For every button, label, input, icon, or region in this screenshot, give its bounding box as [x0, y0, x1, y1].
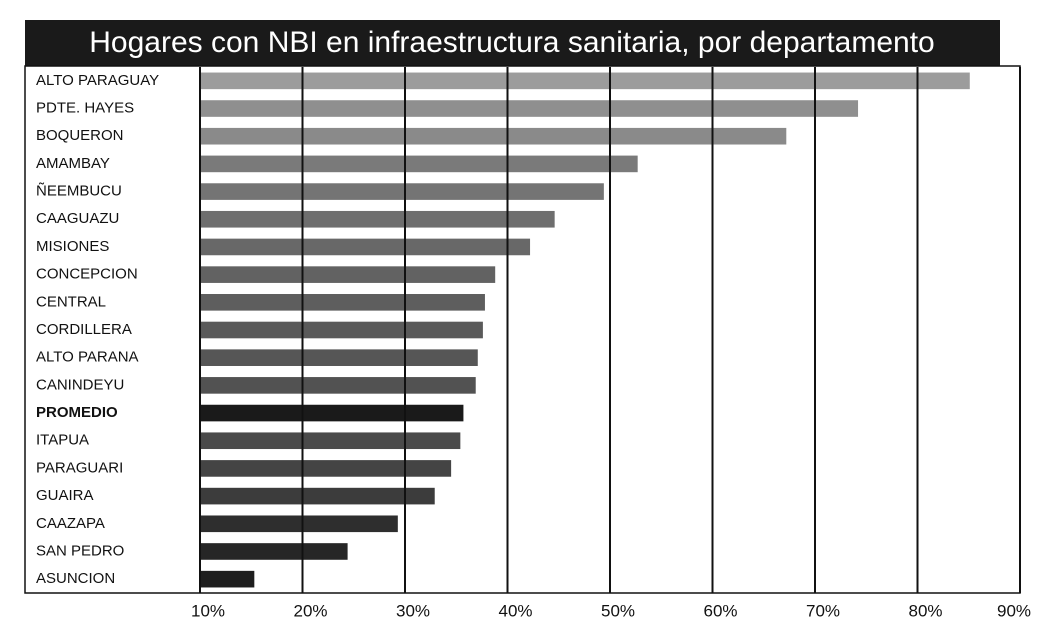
bar — [200, 404, 464, 422]
category-label: CANINDEYU — [36, 376, 124, 393]
bar — [200, 72, 970, 90]
bar — [200, 487, 435, 505]
plot-frame — [24, 65, 1021, 594]
x-tick-label: 80% — [908, 601, 942, 620]
x-tick-label: 40% — [498, 601, 532, 620]
category-label: PROMEDIO — [36, 404, 118, 421]
x-tick-label: 60% — [703, 601, 737, 620]
category-label: BOQUERON — [36, 127, 124, 144]
bar — [200, 294, 485, 311]
category-label: PARAGUARI — [36, 459, 123, 476]
x-tick-label: 70% — [806, 601, 840, 620]
bar — [200, 570, 255, 588]
bar — [200, 432, 461, 450]
bar — [200, 321, 483, 339]
bar — [200, 210, 555, 228]
category-label: AMAMBAY — [36, 155, 110, 172]
category-label: SAN PEDRO — [36, 542, 124, 559]
category-label: CAAGUAZU — [36, 210, 119, 227]
category-label: CENTRAL — [36, 293, 106, 310]
bar — [200, 183, 604, 200]
bar — [200, 266, 496, 283]
bar — [200, 155, 638, 173]
x-tick-label: 20% — [293, 601, 327, 620]
x-tick-label: 50% — [601, 601, 635, 620]
category-label: GUAIRA — [36, 487, 94, 504]
category-label: CORDILLERA — [36, 321, 132, 338]
bar — [200, 349, 478, 366]
category-label: MISIONES — [36, 238, 109, 255]
category-label: CONCEPCION — [36, 266, 138, 283]
bar — [200, 377, 476, 394]
category-label: CAAZAPA — [36, 515, 105, 532]
category-label: ITAPUA — [36, 432, 89, 449]
chart-title: Hogares con NBI en infraestructura sanit… — [89, 26, 934, 59]
category-label: ÑEEMBUCU — [36, 183, 122, 200]
bar — [200, 515, 398, 533]
title-bar — [25, 20, 1000, 66]
bar — [200, 460, 452, 477]
bar — [200, 100, 859, 117]
category-label: ALTO PARANA — [36, 349, 139, 366]
bar — [200, 543, 348, 560]
category-label: ALTO PARAGUAY — [36, 72, 159, 89]
bar — [200, 127, 787, 145]
bar — [200, 238, 531, 256]
category-label: ASUNCION — [36, 570, 115, 587]
x-tick-label: 30% — [396, 601, 430, 620]
category-label: PDTE. HAYES — [36, 99, 134, 116]
x-tick-label: 10% — [191, 601, 225, 620]
x-tick-label: 90% — [997, 601, 1031, 620]
